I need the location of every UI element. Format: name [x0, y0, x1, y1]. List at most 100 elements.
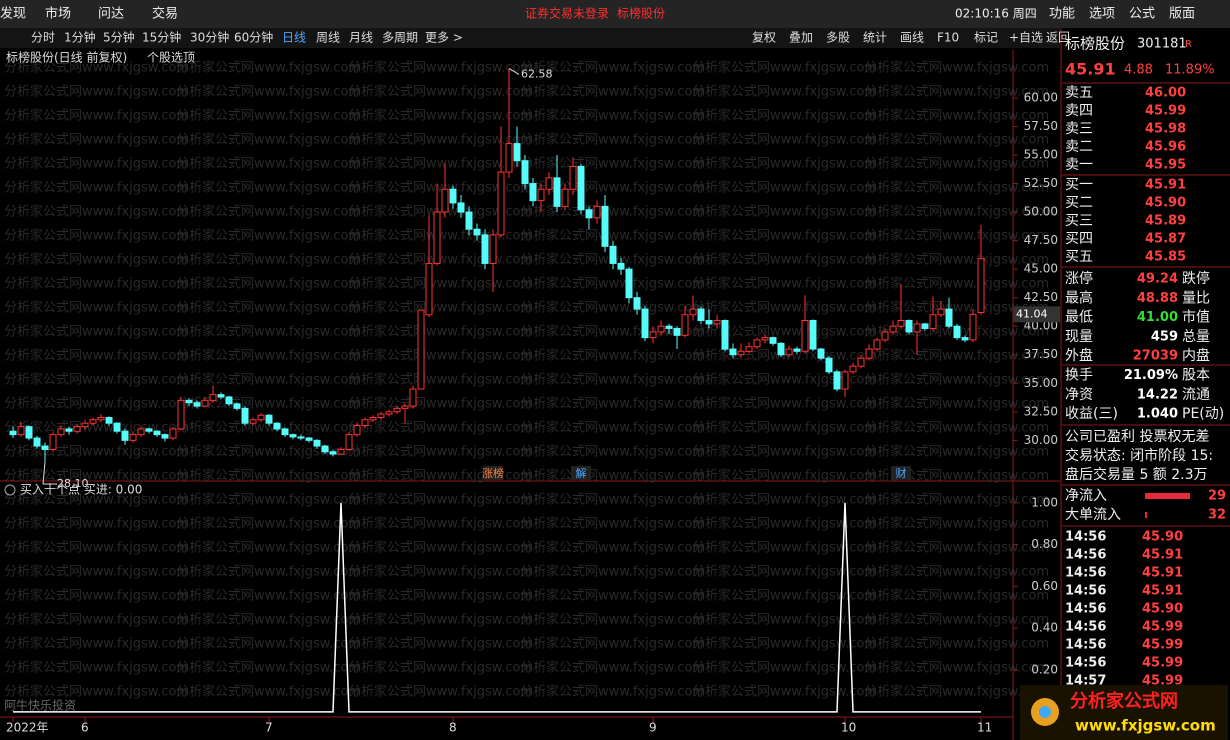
- indicator-toggle[interactable]: [4, 484, 16, 496]
- watermark: 分析家公式网www.fxjgsw.com: [348, 108, 533, 124]
- watermark: 分析家公式网www.fxjgsw.com: [520, 564, 705, 580]
- candle-body: [713, 319, 721, 325]
- bid-price: 45.89: [1145, 214, 1186, 229]
- period-tab[interactable]: 5分钟: [103, 30, 135, 45]
- candle-body: [905, 319, 913, 333]
- candle-body: [537, 188, 545, 202]
- tool-button[interactable]: 画线: [900, 31, 924, 45]
- candle-body: [257, 414, 265, 421]
- menu-item[interactable]: 功能: [1049, 7, 1075, 22]
- tool-button[interactable]: 标记: [974, 31, 998, 45]
- period-tab[interactable]: 分时: [31, 31, 55, 45]
- candle-body: [913, 323, 921, 333]
- y-tick-label: 32.50: [1024, 404, 1058, 418]
- watermark: 分析家公式网www.fxjgsw.com: [348, 252, 533, 268]
- indicator-button[interactable]: 个股选顶: [147, 51, 195, 65]
- watermark: 分析家公式网www.fxjgsw.com: [4, 588, 189, 604]
- x-tick-label: 10: [841, 721, 856, 735]
- candle-body: [777, 342, 785, 356]
- candle-body: [465, 211, 473, 230]
- tool-button[interactable]: 叠加: [789, 31, 813, 45]
- candle-body: [489, 234, 497, 264]
- stat-label: 流通: [1182, 387, 1210, 403]
- candle-body: [969, 313, 977, 341]
- flow-value: 32: [1208, 508, 1226, 523]
- menu-item[interactable]: 发现: [0, 6, 26, 22]
- watermark: 分析家公式网www.fxjgsw.com: [692, 612, 877, 628]
- high-pointer: [508, 68, 520, 75]
- watermark: 分析家公式网www.fxjgsw.com: [176, 588, 361, 604]
- period-tab[interactable]: 日线: [282, 31, 306, 45]
- watermark: 分析家公式网www.fxjgsw.com: [692, 180, 877, 196]
- period-tab[interactable]: 30分钟: [190, 30, 229, 45]
- indicator-title: 买入十个点 买进: 0.00: [20, 483, 142, 497]
- stat-value: 14.22: [1137, 387, 1178, 402]
- tool-button[interactable]: 返回: [1046, 31, 1070, 45]
- period-tab[interactable]: 更多 >: [425, 31, 463, 45]
- watermark: 分析家公式网www.fxjgsw.com: [348, 204, 533, 220]
- watermark: 分析家公式网www.fxjgsw.com: [520, 660, 705, 676]
- watermark: 分析家公式网www.fxjgsw.com: [864, 492, 1049, 508]
- tool-button[interactable]: 多股: [826, 31, 850, 45]
- watermark: 分析家公式网www.fxjgsw.com: [4, 372, 189, 388]
- tool-button[interactable]: F10: [937, 31, 959, 45]
- x-tick-label: 11: [977, 721, 992, 735]
- watermark: 分析家公式网www.fxjgsw.com: [692, 660, 877, 676]
- menu-item[interactable]: 市场: [45, 6, 71, 22]
- period-tab[interactable]: 60分钟: [234, 30, 273, 45]
- y-tick-label: 37.50: [1024, 347, 1058, 361]
- watermark: 分析家公式网www.fxjgsw.com: [348, 492, 533, 508]
- candle-body: [857, 357, 865, 367]
- candle-body: [681, 314, 689, 336]
- tick-time: 14:56: [1065, 566, 1106, 581]
- chart-title: 标榜股份(日线 前复权): [6, 50, 127, 65]
- logo-icon-center: [1039, 706, 1051, 718]
- period-tab[interactable]: 月线: [349, 31, 373, 45]
- menu-item[interactable]: 选项: [1089, 7, 1115, 22]
- menu-item[interactable]: 交易: [152, 6, 178, 22]
- tool-button[interactable]: +自选: [1009, 31, 1043, 45]
- watermark: 分析家公式网www.fxjgsw.com: [520, 60, 705, 76]
- period-tab[interactable]: 1分钟: [64, 30, 96, 45]
- stat-value: 459: [1151, 329, 1178, 344]
- candle-body: [625, 268, 633, 299]
- period-tab[interactable]: 15分钟: [142, 30, 181, 45]
- stat-value: 49.24: [1137, 272, 1178, 287]
- period-tab[interactable]: 周线: [316, 31, 340, 45]
- ask-price: 45.96: [1145, 140, 1186, 155]
- status-note: 公司已盈利 投票权无差: [1065, 429, 1209, 445]
- watermark: 分析家公式网www.fxjgsw.com: [4, 396, 189, 412]
- menu-item[interactable]: 问达: [98, 7, 124, 22]
- watermark: 分析家公式网www.fxjgsw.com: [520, 372, 705, 388]
- watermark: 分析家公式网www.fxjgsw.com: [4, 252, 189, 268]
- stat-label: 内盘: [1182, 347, 1210, 364]
- y-tick-label: 52.50: [1024, 176, 1058, 190]
- y-tick-label: 60.00: [1024, 90, 1058, 104]
- menu-item[interactable]: 版面: [1169, 7, 1195, 22]
- period-tab[interactable]: 多周期: [382, 31, 418, 45]
- watermark: 分析家公式网www.fxjgsw.com: [4, 516, 189, 532]
- low-label: 28.10: [57, 477, 89, 490]
- candle-body: [177, 399, 185, 430]
- watermark: 分析家公式网www.fxjgsw.com: [176, 372, 361, 388]
- top-stock-name: 标榜股份: [617, 6, 665, 21]
- ask-price: 45.99: [1145, 104, 1186, 119]
- candle-body: [89, 419, 97, 424]
- watermark: 分析家公式网www.fxjgsw.com: [4, 348, 189, 364]
- watermark: 分析家公式网www.fxjgsw.com: [520, 108, 705, 124]
- watermark: 分析家公式网www.fxjgsw.com: [520, 636, 705, 652]
- tool-button[interactable]: 复权: [752, 31, 776, 45]
- tick-time: 14:56: [1065, 548, 1106, 563]
- stat-label: 跌停: [1182, 270, 1210, 287]
- candle-body: [577, 165, 585, 211]
- menu-bar: [0, 0, 1230, 28]
- watermark: 分析家公式网www.fxjgsw.com: [692, 492, 877, 508]
- stat-label: 量比: [1182, 290, 1210, 306]
- tick-time: 14:56: [1065, 602, 1106, 617]
- watermark: 分析家公式网www.fxjgsw.com: [176, 492, 361, 508]
- watermark: 分析家公式网www.fxjgsw.com: [176, 468, 361, 484]
- menu-item[interactable]: 公式: [1129, 7, 1155, 22]
- candle-body: [209, 394, 217, 401]
- login-notice[interactable]: 证券交易未登录: [525, 6, 609, 21]
- tool-button[interactable]: 统计: [863, 31, 887, 45]
